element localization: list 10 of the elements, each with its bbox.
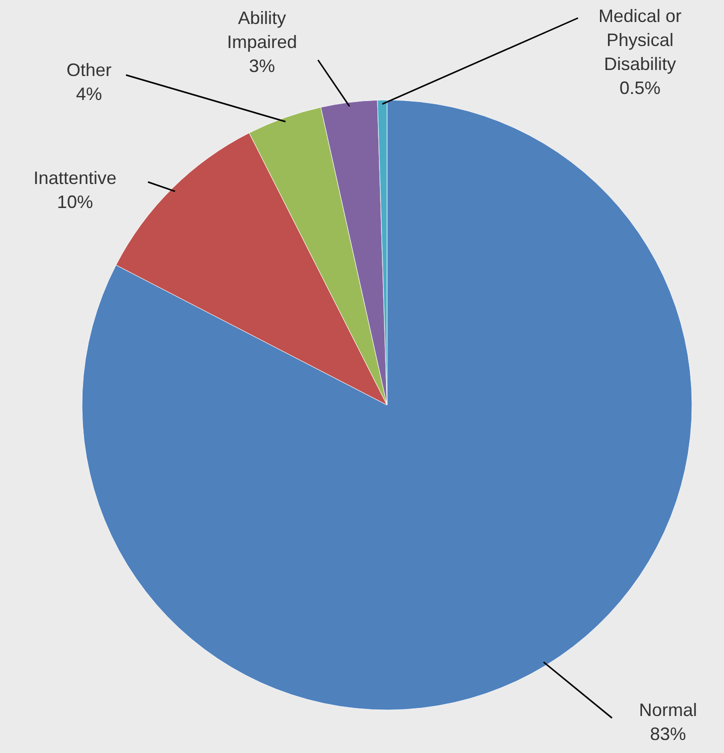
data-label: 83%	[650, 724, 686, 744]
slice-label: Inattentive	[33, 168, 117, 188]
slice-label: Ability Impaired	[226, 8, 298, 52]
data-label: 4%	[76, 84, 102, 104]
slice-label: Medical or Physical Disability	[598, 6, 682, 74]
data-label: 0.5%	[619, 78, 661, 98]
slice-label: Other	[66, 60, 112, 80]
slice-label: Normal	[638, 700, 698, 720]
data-label: 10%	[56, 192, 94, 212]
data-label: 3%	[248, 56, 276, 76]
